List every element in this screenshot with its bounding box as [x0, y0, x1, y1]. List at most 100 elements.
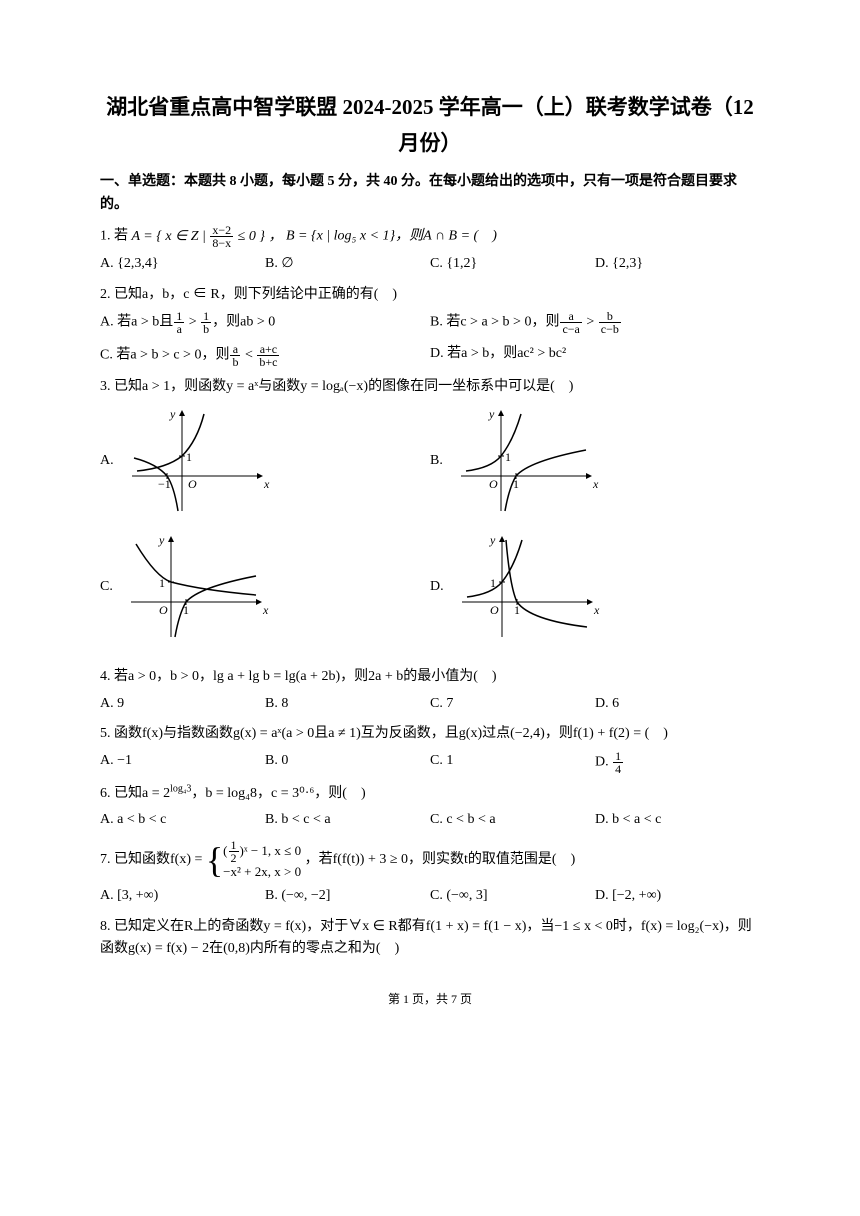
q4-options: A. 9 B. 8 C. 7 D. 6 — [100, 693, 760, 715]
q2c-pre: C. 若a > b > c > 0，则 — [100, 348, 229, 363]
exam-page: 湖北省重点高中智学联盟 2024-2025 学年高一（上）联考数学试卷（12 月… — [0, 0, 860, 1050]
q6-pre: 6. 已知a = 2 — [100, 786, 170, 801]
q5-opt-c: C. 1 — [430, 750, 595, 775]
q3-graph-a: A. x y O 1 −1 — [100, 406, 430, 516]
q3-graphs: A. x y O 1 −1 B. x y O 1 1 — [100, 406, 760, 658]
q1-setA-right: ≤ 0 } ， — [238, 229, 283, 244]
q1-opt-d: D. {2,3} — [595, 253, 760, 275]
q1-options: A. {2,3,4} B. ∅ C. {1,2} D. {2,3} — [100, 253, 760, 275]
q6-opt-a: A. a < b < c — [100, 809, 265, 831]
q2a-f1n: 1 — [174, 310, 184, 323]
q4-opt-b: B. 8 — [265, 693, 430, 715]
q7-line1: (12)ˣ − 1, x ≤ 0 — [223, 843, 301, 858]
question-3: 3. 已知a > 1，则函数y = aˣ与函数y = logₐ(−x)的图像在同… — [100, 376, 760, 398]
left-brace-icon: { — [206, 842, 223, 878]
q3-label-a: A. — [100, 450, 114, 472]
page-footer: 第 1 页，共 7 页 — [100, 990, 760, 1009]
q2-opt-c: C. 若a > b > c > 0，则ab < a+cb+c — [100, 343, 430, 368]
q6-options: A. a < b < c B. b < c < a C. c < b < a D… — [100, 809, 760, 831]
q6-sup: log₄3 — [170, 783, 191, 794]
origin-label: O — [489, 477, 498, 491]
q6-post: ，b = log₄8，c = 3⁰·⁶，则( ) — [191, 786, 365, 801]
q2b-pre: B. 若c > a > b > 0，则 — [430, 315, 559, 330]
q5d-n: 1 — [613, 750, 623, 763]
q5-opt-d: D. 14 — [595, 750, 760, 775]
graph-d-svg: x y O 1 1 — [452, 532, 602, 642]
q4-opt-a: A. 9 — [100, 693, 265, 715]
x-label: x — [262, 603, 269, 617]
q2c-mid: < — [241, 348, 256, 363]
origin-label: O — [490, 603, 499, 617]
x-label: x — [263, 477, 270, 491]
q2-opt-d: D. 若a > b，则ac² > bc² — [430, 343, 760, 368]
q2b-f2n: b — [599, 310, 621, 323]
one-label: 1 — [505, 450, 511, 464]
q2a-f2n: 1 — [201, 310, 211, 323]
q2c-f1d: b — [230, 356, 240, 368]
q4-opt-c: C. 7 — [430, 693, 595, 715]
q2c-f2d: b+c — [257, 356, 279, 368]
q7-line2: −x² + 2x, x > 0 — [223, 864, 301, 879]
question-6: 6. 已知a = 2log₄3，b = log₄8，c = 3⁰·⁶，则( ) — [100, 783, 760, 805]
q3-label-d: D. — [430, 576, 444, 598]
q2c-f1n: a — [230, 343, 240, 356]
q5-opt-b: B. 0 — [265, 750, 430, 775]
question-1: 1. 若 A = { x ∈ Z | x−28−x ≤ 0 } ， B = {x… — [100, 224, 760, 249]
q2a-mid: > — [185, 315, 200, 330]
q7-opt-d: D. [−2, +∞) — [595, 885, 760, 907]
title-line-2: 月份） — [399, 131, 462, 155]
q7-l1-post: )ˣ − 1, x ≤ 0 — [240, 843, 302, 858]
q5-options: A. −1 B. 0 C. 1 D. 14 — [100, 750, 760, 775]
question-4: 4. 若a > 0，b > 0，lg a + lg b = lg(a + 2b)… — [100, 666, 760, 688]
graph-b-svg: x y O 1 1 — [451, 406, 601, 516]
q2b-mid: > — [583, 315, 598, 330]
q1-opt-b: B. ∅ — [265, 253, 430, 275]
q2-opt-a: A. 若a > b且1a > 1b，则ab > 0 — [100, 310, 430, 335]
q7-post: ，若f(f(t)) + 3 ≥ 0，则实数t的取值范围是( ) — [305, 852, 576, 867]
q1-stem-pre: 1. 若 — [100, 229, 128, 244]
y-label: y — [489, 533, 496, 547]
q3-label-c: C. — [100, 576, 113, 598]
question-7: 7. 已知函数f(x) = { (12)ˣ − 1, x ≤ 0 −x² + 2… — [100, 839, 760, 881]
one-label: 1 — [186, 450, 192, 464]
q1-setA: A = { x ∈ Z | x−28−x ≤ 0 } ， — [132, 229, 286, 244]
q2b-f1n: a — [560, 310, 581, 323]
q7-l1-pre: ( — [223, 843, 227, 858]
origin-label: O — [159, 603, 168, 617]
q3-graph-d: D. x y O 1 1 — [430, 532, 760, 642]
q4-opt-d: D. 6 — [595, 693, 760, 715]
q1-setB: B = {x | log₅ x < 1}，则A ∩ B = ( ) — [286, 229, 497, 244]
section-1-heading: 一、单选题：本题共 8 小题，每小题 5 分，共 40 分。在每小题给出的选项中… — [100, 171, 760, 216]
q7-piecewise: { (12)ˣ − 1, x ≤ 0 −x² + 2x, x > 0 — [206, 839, 301, 881]
x-label: x — [592, 477, 599, 491]
q2a-f2d: b — [201, 323, 211, 335]
q1-opt-a: A. {2,3,4} — [100, 253, 265, 275]
q3-graph-b: B. x y O 1 1 — [430, 406, 760, 516]
q2-opt-b: B. 若c > a > b > 0，则ac−a > bc−b — [430, 310, 760, 335]
q3-label-b: B. — [430, 450, 443, 472]
y-label: y — [169, 407, 176, 421]
graph-a-svg: x y O 1 −1 — [122, 406, 272, 516]
y-label: y — [488, 407, 495, 421]
q5d-pre: D. — [595, 754, 612, 769]
q2c-f2n: a+c — [257, 343, 279, 356]
page-title: 湖北省重点高中智学联盟 2024-2025 学年高一（上）联考数学试卷（12 月… — [100, 90, 760, 161]
q2-options: A. 若a > b且1a > 1b，则ab > 0 B. 若c > a > b … — [100, 310, 760, 368]
q6-opt-b: B. b < c < a — [265, 809, 430, 831]
q7-pre: 7. 已知函数f(x) = — [100, 852, 206, 867]
question-8: 8. 已知定义在R上的奇函数y = f(x)，对于∀x ∈ R都有f(1 + x… — [100, 916, 760, 961]
q2a-post: ，则ab > 0 — [212, 315, 275, 330]
q2a-pre: A. 若a > b且 — [100, 315, 173, 330]
origin-label: O — [188, 477, 197, 491]
q7-opt-c: C. (−∞, 3] — [430, 885, 595, 907]
q7-options: A. [3, +∞) B. (−∞, −2] C. (−∞, 3] D. [−2… — [100, 885, 760, 907]
q2b-f1d: c−a — [560, 323, 581, 335]
q7-opt-b: B. (−∞, −2] — [265, 885, 430, 907]
q2b-f2d: c−b — [599, 323, 621, 335]
q6-opt-d: D. b < a < c — [595, 809, 760, 831]
q7-l1-d: 2 — [229, 852, 239, 864]
q1-frac-den: 8−x — [210, 237, 233, 249]
q5-opt-a: A. −1 — [100, 750, 265, 775]
question-5: 5. 函数f(x)与指数函数g(x) = aˣ(a > 0且a ≠ 1)互为反函… — [100, 723, 760, 745]
q1-setA-left: A = { x ∈ Z | — [132, 229, 206, 244]
